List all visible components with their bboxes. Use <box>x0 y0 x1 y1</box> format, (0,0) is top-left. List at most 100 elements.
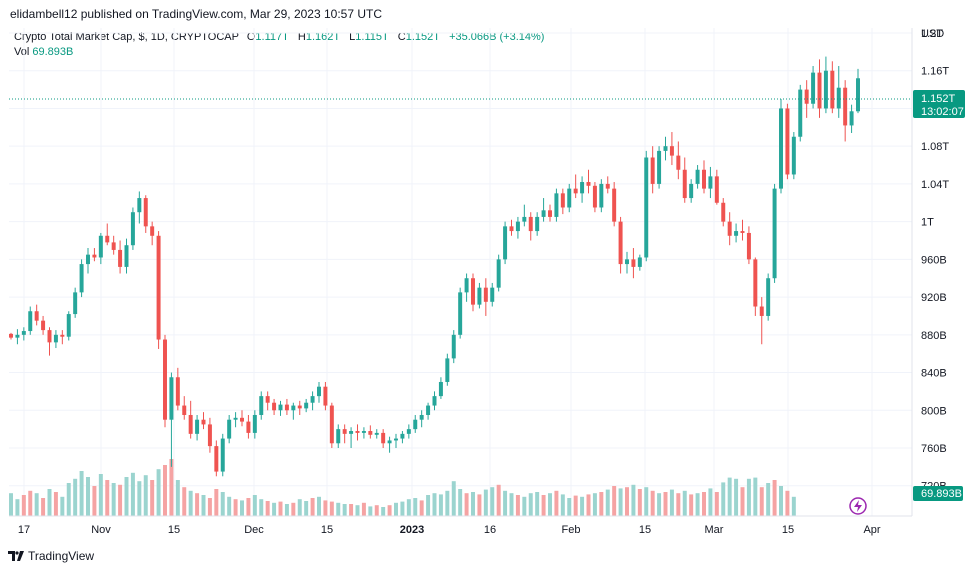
candle-up <box>394 438 398 441</box>
volume-bar <box>220 492 225 516</box>
candle-up <box>73 292 78 315</box>
volume-bar <box>528 493 533 516</box>
candle-down <box>34 311 39 321</box>
candle-down <box>612 188 617 222</box>
price-tick-label: 1T <box>921 217 934 229</box>
candle-down <box>702 169 706 189</box>
volume-bar <box>682 490 687 516</box>
candle-down <box>201 419 206 425</box>
legend-c-label: C <box>397 31 406 43</box>
candle-up <box>490 287 495 302</box>
candle-down <box>830 70 835 109</box>
candle-down <box>721 202 726 222</box>
price-badge-value: 1.152T <box>921 93 956 105</box>
candle-up <box>124 245 129 267</box>
volume-bar <box>265 501 270 516</box>
time-tick-label: Feb <box>562 524 581 536</box>
legend-change: +35.066B (+3.14%) <box>449 31 545 43</box>
candle-down <box>592 185 597 208</box>
volume-bar <box>304 501 309 516</box>
candle-up <box>361 431 366 433</box>
candle-up <box>637 257 642 267</box>
candle-down <box>753 259 758 307</box>
candle-down <box>284 404 289 411</box>
candle-up <box>400 433 405 439</box>
candle-down <box>785 108 790 175</box>
candle-up <box>15 334 20 338</box>
price-tick-label: 1.16T <box>921 66 949 78</box>
volume-bar <box>560 494 565 516</box>
volume-bar <box>740 487 745 516</box>
time-axis[interactable]: 17 Nov 15 Dec 15 2023 16 Feb 15 Mar 15 Apr <box>18 524 881 536</box>
volume-bar <box>779 486 783 516</box>
volume-bar <box>483 489 488 516</box>
volume-bar <box>637 489 642 516</box>
volume-bar <box>663 492 668 516</box>
volume-bar <box>297 499 302 516</box>
volume-bar <box>406 499 411 516</box>
price-badge-countdown: 13:02:07 <box>921 106 964 118</box>
legend-vol-value: 69.893B <box>32 46 74 58</box>
volume-bar <box>47 489 52 516</box>
legend-h-value: 1.162T <box>305 31 341 43</box>
volume-bar <box>432 493 437 516</box>
volume-bar <box>150 480 155 516</box>
volume-bar <box>310 498 315 516</box>
candle-down <box>548 210 552 217</box>
candles <box>9 56 860 477</box>
volume-bar <box>503 490 508 516</box>
price-tick-label: 840B <box>921 368 947 380</box>
volume-bar <box>599 492 604 516</box>
volume-bar <box>592 493 597 516</box>
volume-bar <box>60 496 65 516</box>
volume-bar <box>188 490 193 516</box>
candle-up <box>278 404 283 411</box>
candle-down <box>560 193 565 208</box>
price-tick-label: 880B <box>921 330 947 342</box>
candle-up <box>374 432 379 435</box>
volume-bar <box>182 487 187 516</box>
legend-o-value: 1.117T <box>255 31 289 43</box>
candle-down <box>143 198 148 227</box>
volume-bar <box>548 493 552 516</box>
candle-up <box>663 146 668 151</box>
candle-down <box>156 235 161 340</box>
time-tick-label: Dec <box>244 524 264 536</box>
volume-bar <box>137 481 142 516</box>
legend-l-value: 1.115T <box>355 31 389 43</box>
candle-up <box>541 210 546 217</box>
candle-up <box>28 311 33 332</box>
candle-up <box>766 278 771 316</box>
candle-up <box>522 216 527 222</box>
volume-bar <box>246 498 251 516</box>
candle-up <box>317 386 321 397</box>
legend-h-label: H <box>297 31 306 43</box>
candle-down <box>60 334 65 337</box>
candle-down <box>676 155 681 170</box>
volume-bar <box>361 502 366 516</box>
time-tick-label: 15 <box>321 524 333 536</box>
candle-down <box>714 176 719 203</box>
volume-bar <box>695 493 700 516</box>
candle-up <box>515 221 520 232</box>
volume-bar <box>400 501 405 516</box>
volume-bar <box>9 493 13 516</box>
candle-up <box>798 89 803 137</box>
tradingview-logo[interactable]: TradingView <box>8 549 94 563</box>
time-tick-label: 17 <box>18 524 30 536</box>
candle-up <box>580 182 585 194</box>
volume-bar <box>66 483 71 516</box>
candle-up <box>220 438 225 472</box>
volume-bar <box>721 482 726 516</box>
volume-bar <box>464 493 469 516</box>
volume-bar <box>438 494 443 516</box>
lightning-icon[interactable] <box>849 497 867 515</box>
volume-bar <box>105 480 110 516</box>
candle-down <box>265 396 270 403</box>
time-tick-label: Apr <box>863 524 880 536</box>
candle-up <box>811 72 816 104</box>
candle-up <box>137 198 142 213</box>
candle-up <box>708 176 713 189</box>
candle-down <box>111 242 116 250</box>
